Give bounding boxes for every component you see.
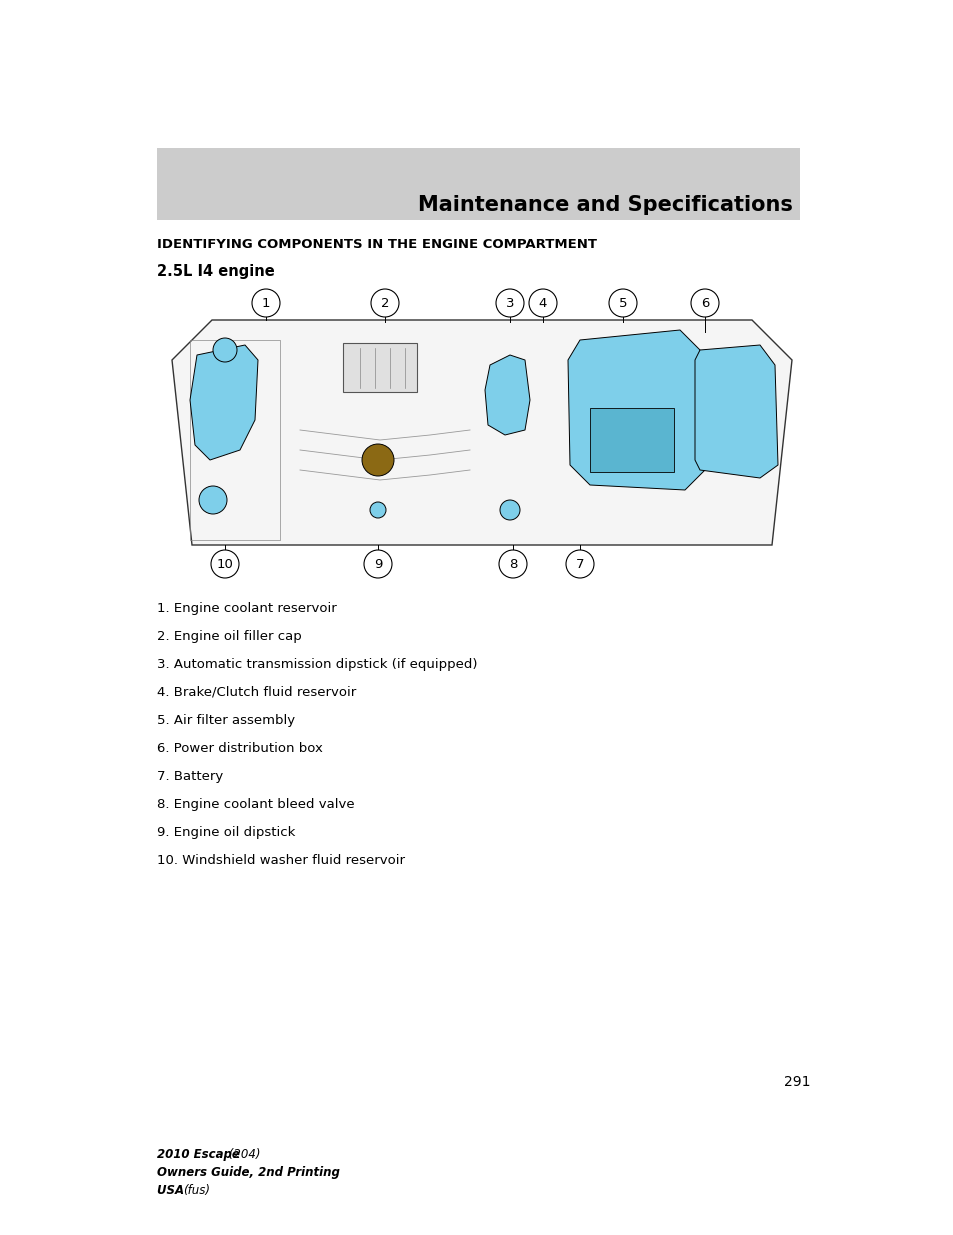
Text: 291: 291 xyxy=(783,1074,809,1089)
Text: 6. Power distribution box: 6. Power distribution box xyxy=(157,742,322,755)
Polygon shape xyxy=(484,354,530,435)
FancyBboxPatch shape xyxy=(343,343,416,391)
FancyBboxPatch shape xyxy=(589,408,673,472)
Text: 6: 6 xyxy=(700,296,708,310)
Circle shape xyxy=(496,289,523,317)
Text: 1: 1 xyxy=(261,296,270,310)
Circle shape xyxy=(361,445,394,475)
Text: 7. Battery: 7. Battery xyxy=(157,769,223,783)
FancyBboxPatch shape xyxy=(157,148,800,220)
Text: 2. Engine oil filler cap: 2. Engine oil filler cap xyxy=(157,630,301,643)
Circle shape xyxy=(529,289,557,317)
Circle shape xyxy=(252,289,280,317)
Polygon shape xyxy=(567,330,704,490)
Circle shape xyxy=(608,289,637,317)
Text: 3. Automatic transmission dipstick (if equipped): 3. Automatic transmission dipstick (if e… xyxy=(157,658,477,671)
Circle shape xyxy=(213,338,236,362)
Circle shape xyxy=(499,500,519,520)
Circle shape xyxy=(199,487,227,514)
Circle shape xyxy=(565,550,594,578)
Text: USA: USA xyxy=(157,1184,188,1197)
Text: IDENTIFYING COMPONENTS IN THE ENGINE COMPARTMENT: IDENTIFYING COMPONENTS IN THE ENGINE COM… xyxy=(157,238,597,251)
Polygon shape xyxy=(695,345,778,478)
Text: 3: 3 xyxy=(505,296,514,310)
Circle shape xyxy=(498,550,526,578)
Text: (204): (204) xyxy=(225,1149,260,1161)
Polygon shape xyxy=(172,320,791,545)
Circle shape xyxy=(370,501,386,517)
Text: 7: 7 xyxy=(576,557,583,571)
Polygon shape xyxy=(190,345,257,459)
Text: 8: 8 xyxy=(508,557,517,571)
Text: 5. Air filter assembly: 5. Air filter assembly xyxy=(157,714,294,727)
Text: 10: 10 xyxy=(216,557,233,571)
Text: 2: 2 xyxy=(380,296,389,310)
Text: 1. Engine coolant reservoir: 1. Engine coolant reservoir xyxy=(157,601,336,615)
Text: (fus): (fus) xyxy=(183,1184,210,1197)
Circle shape xyxy=(364,550,392,578)
Circle shape xyxy=(690,289,719,317)
Text: 8. Engine coolant bleed valve: 8. Engine coolant bleed valve xyxy=(157,798,355,811)
Text: 9: 9 xyxy=(374,557,382,571)
Text: 2010 Escape: 2010 Escape xyxy=(157,1149,239,1161)
Text: 10. Windshield washer fluid reservoir: 10. Windshield washer fluid reservoir xyxy=(157,853,405,867)
Text: Maintenance and Specifications: Maintenance and Specifications xyxy=(417,195,792,215)
Circle shape xyxy=(211,550,239,578)
Text: 5: 5 xyxy=(618,296,626,310)
Text: 2.5L I4 engine: 2.5L I4 engine xyxy=(157,264,274,279)
Text: 4. Brake/Clutch fluid reservoir: 4. Brake/Clutch fluid reservoir xyxy=(157,685,355,699)
Text: 4: 4 xyxy=(538,296,547,310)
Text: 9. Engine oil dipstick: 9. Engine oil dipstick xyxy=(157,826,295,839)
Text: Owners Guide, 2nd Printing: Owners Guide, 2nd Printing xyxy=(157,1166,339,1179)
Circle shape xyxy=(371,289,398,317)
